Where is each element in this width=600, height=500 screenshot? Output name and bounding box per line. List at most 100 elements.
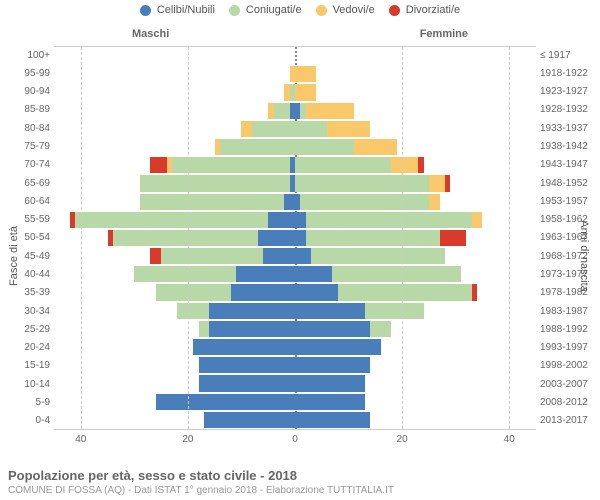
birth-tick-label: 1928-1932 — [540, 101, 596, 119]
age-row — [54, 156, 536, 174]
bar-segment-coniugati — [295, 175, 429, 191]
age-tick-label: 100+ — [4, 46, 50, 64]
chart-subtitle: COMUNE DI FOSSA (AQ) - Dati ISTAT 1° gen… — [8, 485, 592, 496]
age-tick-label: 95-99 — [4, 64, 50, 82]
birth-tick-label: 2003-2007 — [540, 375, 596, 393]
bar-segment-celibi — [209, 321, 295, 337]
age-tick-label: 20-24 — [4, 339, 50, 357]
male-bar — [54, 48, 295, 64]
birth-tick-label: 1948-1952 — [540, 174, 596, 192]
age-tick-label: 80-84 — [4, 119, 50, 137]
age-row — [54, 102, 536, 120]
age-row — [54, 265, 536, 283]
age-row — [54, 302, 536, 320]
male-bar — [54, 357, 295, 373]
bar-segment-coniugati — [75, 212, 268, 228]
male-bar — [54, 412, 295, 428]
male-bar — [54, 284, 295, 300]
grid-line — [402, 47, 403, 429]
y-axis-left-title: Fasce di età — [8, 226, 20, 286]
legend-item: Vedovi/e — [316, 4, 375, 16]
bar-segment-vedovi — [306, 103, 354, 119]
bar-segment-divorziati — [418, 157, 423, 173]
age-row — [54, 247, 536, 265]
legend-swatch — [229, 5, 240, 16]
age-row — [54, 193, 536, 211]
bar-segment-coniugati — [161, 248, 263, 264]
female-bar — [295, 84, 536, 100]
bar-segment-celibi — [295, 284, 338, 300]
legend-item: Celibi/Nubili — [140, 4, 215, 16]
male-bar — [54, 321, 295, 337]
female-bar — [295, 248, 536, 264]
male-bar — [54, 266, 295, 282]
bar-segment-vedovi — [327, 121, 370, 137]
population-pyramid-chart: Celibi/NubiliConiugati/eVedovi/eDivorzia… — [0, 0, 600, 500]
male-bar — [54, 66, 295, 82]
bar-segment-celibi — [295, 230, 306, 246]
female-bar — [295, 266, 536, 282]
bar-segment-coniugati — [295, 139, 354, 155]
bar-segment-celibi — [236, 266, 295, 282]
bar-rows — [54, 47, 536, 429]
male-bar — [54, 339, 295, 355]
x-tick-label: 20 — [397, 434, 408, 445]
female-bar — [295, 121, 536, 137]
female-bar — [295, 48, 536, 64]
bar-segment-celibi — [295, 375, 365, 391]
female-bar — [295, 339, 536, 355]
age-tick-label: 15-19 — [4, 357, 50, 375]
male-bar — [54, 394, 295, 410]
age-row — [54, 393, 536, 411]
bar-segment-vedovi — [295, 66, 316, 82]
age-tick-label: 75-79 — [4, 137, 50, 155]
male-bar — [54, 194, 295, 210]
age-row — [54, 138, 536, 156]
birth-tick-label: 1983-1987 — [540, 302, 596, 320]
female-bar — [295, 157, 536, 173]
birth-tick-label: 1988-1992 — [540, 320, 596, 338]
birth-tick-label: 1993-1997 — [540, 339, 596, 357]
age-tick-label: 25-29 — [4, 320, 50, 338]
birth-tick-label: 2013-2017 — [540, 412, 596, 430]
female-bar — [295, 230, 536, 246]
bar-segment-coniugati — [156, 284, 231, 300]
chart-footer: Popolazione per età, sesso e stato civil… — [8, 468, 592, 496]
birth-tick-label: 1953-1957 — [540, 192, 596, 210]
x-tick-label: 40 — [504, 434, 515, 445]
birth-tick-label: 1943-1947 — [540, 156, 596, 174]
bar-segment-celibi — [268, 212, 295, 228]
bar-segment-vedovi — [391, 157, 418, 173]
bar-segment-coniugati — [134, 266, 236, 282]
age-tick-label: 5-9 — [4, 393, 50, 411]
legend-swatch — [140, 5, 151, 16]
bar-segment-vedovi — [429, 194, 440, 210]
male-bar — [54, 303, 295, 319]
bar-segment-celibi — [295, 248, 311, 264]
male-bar — [54, 375, 295, 391]
female-bar — [295, 357, 536, 373]
bar-segment-vedovi — [241, 121, 252, 137]
female-bar — [295, 303, 536, 319]
age-row — [54, 374, 536, 392]
bar-segment-celibi — [295, 212, 306, 228]
birth-tick-label: 1923-1927 — [540, 83, 596, 101]
x-tick-label: 40 — [75, 434, 86, 445]
bar-segment-divorziati — [440, 230, 467, 246]
bar-segment-coniugati — [172, 157, 290, 173]
legend: Celibi/NubiliConiugati/eVedovi/eDivorzia… — [0, 4, 600, 16]
bar-segment-divorziati — [150, 248, 161, 264]
female-bar — [295, 175, 536, 191]
age-row — [54, 120, 536, 138]
age-tick-label: 0-4 — [4, 412, 50, 430]
female-bar — [295, 284, 536, 300]
male-bar — [54, 248, 295, 264]
birth-tick-label: 2008-2012 — [540, 393, 596, 411]
female-bar — [295, 139, 536, 155]
female-bar — [295, 66, 536, 82]
grid-line — [188, 47, 189, 429]
male-bar — [54, 230, 295, 246]
bar-segment-vedovi — [354, 139, 397, 155]
age-row — [54, 47, 536, 65]
legend-swatch — [316, 5, 327, 16]
